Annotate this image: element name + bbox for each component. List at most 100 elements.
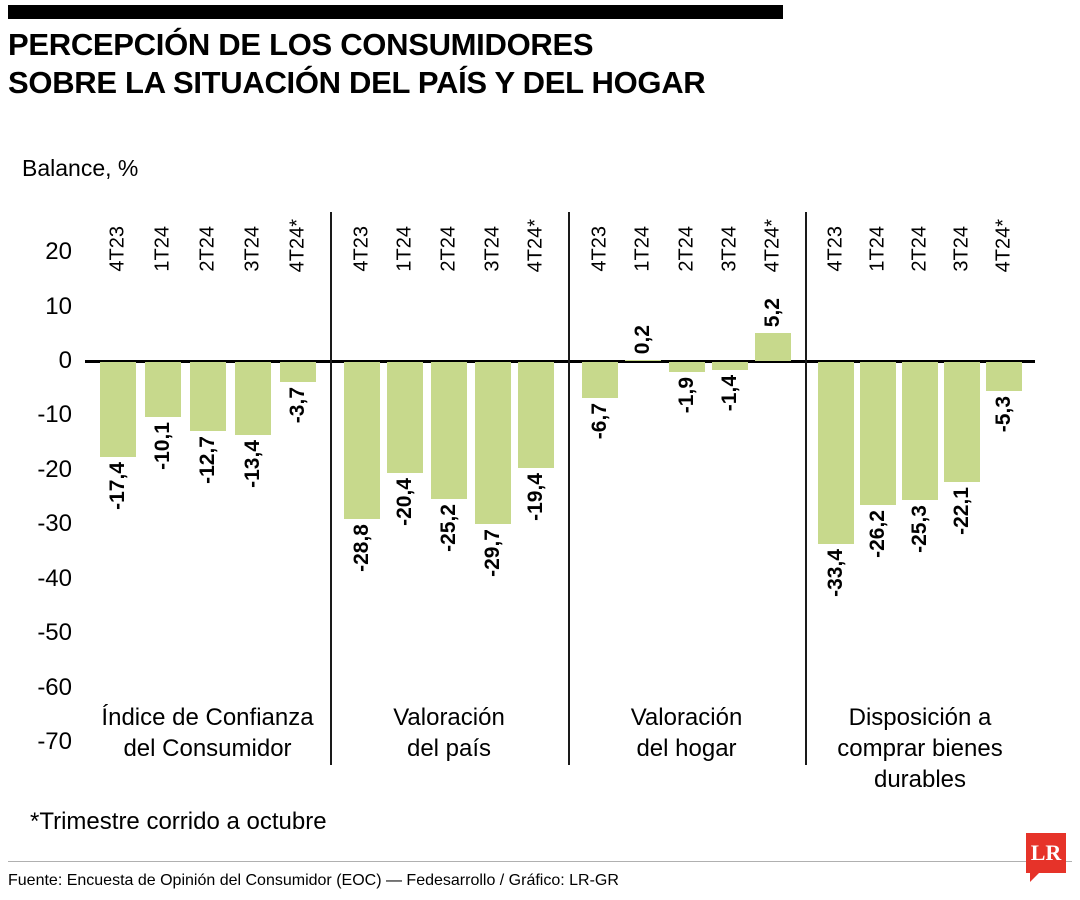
- quarter-label: 1T24: [151, 226, 173, 272]
- y-tick-label: -20: [37, 455, 72, 483]
- y-tick-label: -60: [37, 673, 72, 701]
- group-caption: Valoración del hogar: [568, 702, 805, 764]
- quarter-label: 3T24: [950, 226, 973, 272]
- y-tick-label: -40: [37, 564, 72, 592]
- group-separator: [330, 212, 332, 765]
- bar: [343, 362, 380, 519]
- bar-value-label: -26,2: [866, 509, 889, 558]
- bar-value-label: -1,9: [674, 377, 698, 414]
- group-caption: Valoración del país: [330, 702, 568, 764]
- y-tick-label: 0: [58, 347, 72, 374]
- bar: [144, 362, 181, 417]
- quarter-label: 4T23: [588, 226, 611, 272]
- y-tick-label: 10: [45, 292, 72, 320]
- chart-title-line1: PERCEPCIÓN DE LOS CONSUMIDORES: [8, 27, 594, 62]
- group-caption-line: del país: [406, 735, 492, 763]
- bar-value-label: -5,3: [992, 395, 1015, 433]
- footnote: *Trimestre corrido a octubre: [30, 808, 327, 835]
- bar: [189, 362, 226, 432]
- bar-value-label: -22,1: [950, 487, 973, 536]
- quarter-label: 4T24*: [761, 218, 784, 272]
- bar-value-label: 5,2: [761, 297, 785, 327]
- quarter-label: 4T23: [350, 226, 373, 272]
- quarter-label: 2T24: [908, 226, 931, 272]
- bar-value-label: -29,7: [480, 528, 504, 577]
- bar: [279, 362, 316, 383]
- quarter-label: 2T24: [675, 226, 697, 272]
- quarter-label: 4T23: [106, 226, 128, 272]
- top-accent-bar: [8, 5, 783, 19]
- bar: [234, 362, 271, 435]
- bar: [387, 362, 424, 474]
- bar-value-label: 0,2: [631, 324, 655, 354]
- y-axis-unit-label: Balance, %: [22, 155, 139, 181]
- group-caption: Índice de Confianza del Consumidor: [85, 702, 330, 764]
- bar-value-label: -12,7: [195, 436, 219, 485]
- bar: [431, 362, 467, 500]
- quarter-label: 4T24*: [992, 218, 1015, 272]
- bar-value-label: -28,8: [349, 523, 373, 572]
- bar-value-label: -13,4: [240, 439, 264, 488]
- y-tick-label: -50: [37, 619, 72, 647]
- quarter-label: 3T24: [241, 226, 263, 272]
- bar-value-label: -25,3: [908, 504, 931, 553]
- lr-logo: LR: [1026, 833, 1066, 882]
- y-tick-label: -30: [37, 510, 72, 538]
- y-tick-label: -70: [37, 728, 72, 756]
- group-caption-line: del Consumidor: [123, 735, 292, 763]
- quarter-label: 4T24*: [286, 218, 308, 272]
- bar: [986, 362, 1022, 391]
- bar-value-label: -33,4: [824, 548, 847, 597]
- bar-value-label: -17,4: [105, 461, 129, 510]
- footer-divider: [8, 861, 1072, 862]
- group-caption-line: Valoración: [393, 704, 505, 731]
- quarter-label: 3T24: [481, 226, 504, 272]
- group-caption-line: comprar bienes: [837, 735, 1003, 763]
- quarter-label: 1T24: [866, 226, 889, 272]
- bar-value-label: -25,2: [437, 504, 460, 553]
- bar: [518, 362, 555, 468]
- quarter-label: 2T24: [196, 226, 218, 272]
- group-caption-line: durables: [873, 766, 967, 794]
- bar: [668, 362, 705, 373]
- y-tick-label: -10: [37, 401, 72, 429]
- bar-value-label: -1,4: [717, 374, 741, 411]
- lr-logo-text: LR: [1030, 840, 1062, 865]
- bar: [818, 362, 854, 544]
- bar-value-label: -10,1: [150, 421, 174, 470]
- zero-axis-line: [85, 360, 1035, 363]
- group-separator: [568, 212, 570, 765]
- bar: [711, 362, 748, 370]
- y-tick-label: 20: [45, 238, 72, 266]
- bar: [860, 362, 896, 505]
- quarter-label: 1T24: [631, 226, 654, 272]
- bar: [755, 332, 792, 361]
- bar: [625, 359, 662, 362]
- lr-logo-tail-icon: [1030, 873, 1039, 882]
- quarter-label: 2T24: [437, 226, 460, 272]
- bar-value-label: -3,7: [285, 387, 309, 424]
- quarter-label: 4T24*: [524, 218, 547, 272]
- group-caption-line: Disposición a: [848, 704, 992, 731]
- chart-title-line2: SOBRE LA SITUACIÓN DEL PAÍS Y DEL HOGAR: [8, 64, 706, 100]
- quarter-label: 3T24: [718, 226, 741, 272]
- quarter-label: 1T24: [393, 226, 416, 272]
- chart-title: PERCEPCIÓN DE LOS CONSUMIDORES SOBRE LA …: [8, 26, 706, 102]
- bar-value-label: -19,4: [524, 472, 548, 521]
- bar: [474, 362, 511, 524]
- bar-value-label: -6,7: [587, 403, 611, 440]
- group-separator: [805, 212, 807, 765]
- group-caption-line: Valoración: [630, 704, 743, 731]
- bar: [944, 362, 980, 483]
- source-credit: Fuente: Encuesta de Opinión del Consumid…: [8, 872, 619, 889]
- bar: [99, 362, 136, 457]
- group-caption-line: del hogar: [636, 735, 737, 763]
- bar-value-label: -20,4: [393, 478, 417, 526]
- bar: [581, 362, 618, 399]
- group-caption-line: Índice de Confianza: [101, 704, 314, 731]
- bar: [902, 362, 938, 500]
- group-caption: Disposición a comprar bienes durables: [805, 702, 1035, 796]
- quarter-label: 4T23: [824, 226, 847, 272]
